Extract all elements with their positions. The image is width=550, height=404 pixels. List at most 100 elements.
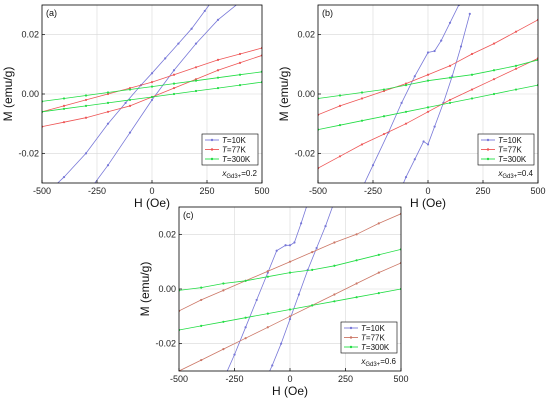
y-tick-label: 0.00 bbox=[21, 89, 39, 99]
data-point bbox=[288, 260, 292, 263]
data-point bbox=[200, 286, 203, 289]
data-point bbox=[355, 259, 358, 262]
data-point bbox=[470, 97, 474, 100]
data-point bbox=[194, 42, 198, 45]
legend-label: T=10K bbox=[498, 136, 522, 145]
data-point bbox=[360, 97, 364, 100]
x-tick-label: 250 bbox=[338, 374, 353, 384]
data-point bbox=[266, 312, 269, 315]
data-point bbox=[177, 42, 180, 45]
data-point bbox=[382, 88, 386, 91]
data-point bbox=[470, 73, 474, 76]
data-point bbox=[62, 121, 66, 124]
data-point bbox=[84, 116, 88, 119]
x-tick-label: -250 bbox=[364, 186, 382, 196]
data-point bbox=[426, 143, 430, 146]
data-point bbox=[128, 88, 132, 91]
data-point bbox=[382, 132, 386, 136]
x-tick-label: 500 bbox=[530, 186, 545, 196]
data-point bbox=[426, 51, 430, 54]
legend-label: T=77K bbox=[222, 146, 246, 155]
data-point bbox=[220, 384, 222, 386]
data-point bbox=[311, 251, 314, 254]
data-point bbox=[233, 353, 236, 356]
data-point bbox=[238, 61, 242, 64]
data-point bbox=[288, 315, 292, 318]
data-point bbox=[470, 52, 474, 56]
data-point bbox=[216, 18, 220, 21]
legend-label: T=300K bbox=[222, 155, 251, 164]
data-point bbox=[338, 104, 342, 107]
data-point bbox=[404, 175, 408, 179]
data-point bbox=[106, 91, 110, 94]
legend-label: T=10K bbox=[222, 136, 246, 145]
y-axis-title: M (emu/g) bbox=[277, 67, 291, 122]
data-point bbox=[333, 300, 336, 303]
data-point bbox=[311, 268, 314, 271]
data-point bbox=[288, 308, 292, 311]
data-point bbox=[338, 124, 342, 127]
legend-marker bbox=[210, 157, 214, 161]
data-point bbox=[216, 69, 220, 72]
data-point bbox=[448, 76, 452, 79]
chart-panel-3: -500 -250 0 250 500 -0.02 0.00 0.02 H (Oe) M (emu… bbox=[138, 206, 409, 398]
data-point bbox=[468, 12, 471, 15]
legend-marker bbox=[486, 148, 490, 151]
data-point bbox=[404, 84, 408, 87]
legend-label: T=300K bbox=[498, 155, 527, 164]
data-point bbox=[244, 279, 247, 282]
data-point bbox=[371, 164, 375, 167]
data-point bbox=[106, 110, 110, 113]
data-point bbox=[128, 98, 132, 102]
data-point bbox=[433, 49, 436, 53]
data-point bbox=[433, 125, 436, 128]
series-line-t10k-branch-1 bbox=[364, 5, 460, 183]
data-point bbox=[150, 72, 154, 75]
legend-marker bbox=[486, 157, 490, 161]
data-point bbox=[128, 104, 132, 107]
data-point bbox=[355, 233, 358, 236]
data-point bbox=[333, 293, 336, 296]
data-point bbox=[190, 27, 193, 30]
x-tick-label: 0 bbox=[425, 186, 430, 196]
data-point bbox=[451, 75, 454, 78]
data-point bbox=[422, 140, 425, 143]
data-point bbox=[288, 317, 292, 321]
series-group bbox=[179, 207, 401, 386]
y-tick-label: -0.02 bbox=[294, 148, 315, 158]
data-point bbox=[426, 110, 430, 113]
data-point bbox=[150, 98, 154, 102]
data-point bbox=[492, 92, 496, 96]
series-line-t10k-branch-2 bbox=[94, 5, 237, 183]
data-point bbox=[377, 222, 380, 225]
panel-label: (b) bbox=[322, 8, 333, 18]
data-point bbox=[172, 92, 176, 96]
legend-marker bbox=[210, 148, 214, 151]
data-point bbox=[106, 101, 110, 104]
composition-annotation: xGd3+=0.6 bbox=[360, 357, 396, 368]
y-tick-label: 0.02 bbox=[297, 30, 315, 40]
data-point bbox=[284, 244, 287, 247]
series-line-t10k-branch-2 bbox=[403, 13, 471, 183]
x-tick-label: -500 bbox=[33, 186, 51, 196]
y-axis-title: M (emu/g) bbox=[1, 67, 15, 122]
x-axis-title: H (Oe) bbox=[410, 196, 446, 210]
x-tick-label: 500 bbox=[393, 374, 408, 384]
panel-label: (a) bbox=[46, 8, 57, 18]
data-point bbox=[244, 316, 247, 319]
x-tick-label: 500 bbox=[254, 186, 269, 196]
x-tick-label: -250 bbox=[225, 374, 243, 384]
x-tick-label: 250 bbox=[199, 186, 214, 196]
y-tick-label: -0.02 bbox=[18, 148, 39, 158]
panel-label: (c) bbox=[183, 210, 194, 220]
x-tick-label: -500 bbox=[309, 186, 327, 196]
data-point bbox=[448, 101, 452, 104]
chart-panel-1: -500 -250 0 250 500 -0.02 0.00 0.02 H (Oe) M (emu… bbox=[1, 4, 270, 210]
y-tick-label: -0.02 bbox=[155, 339, 176, 349]
data-point bbox=[62, 97, 66, 100]
data-point bbox=[448, 21, 452, 24]
x-tick-label: 0 bbox=[287, 374, 292, 384]
data-point bbox=[426, 79, 430, 82]
data-point bbox=[244, 337, 247, 340]
